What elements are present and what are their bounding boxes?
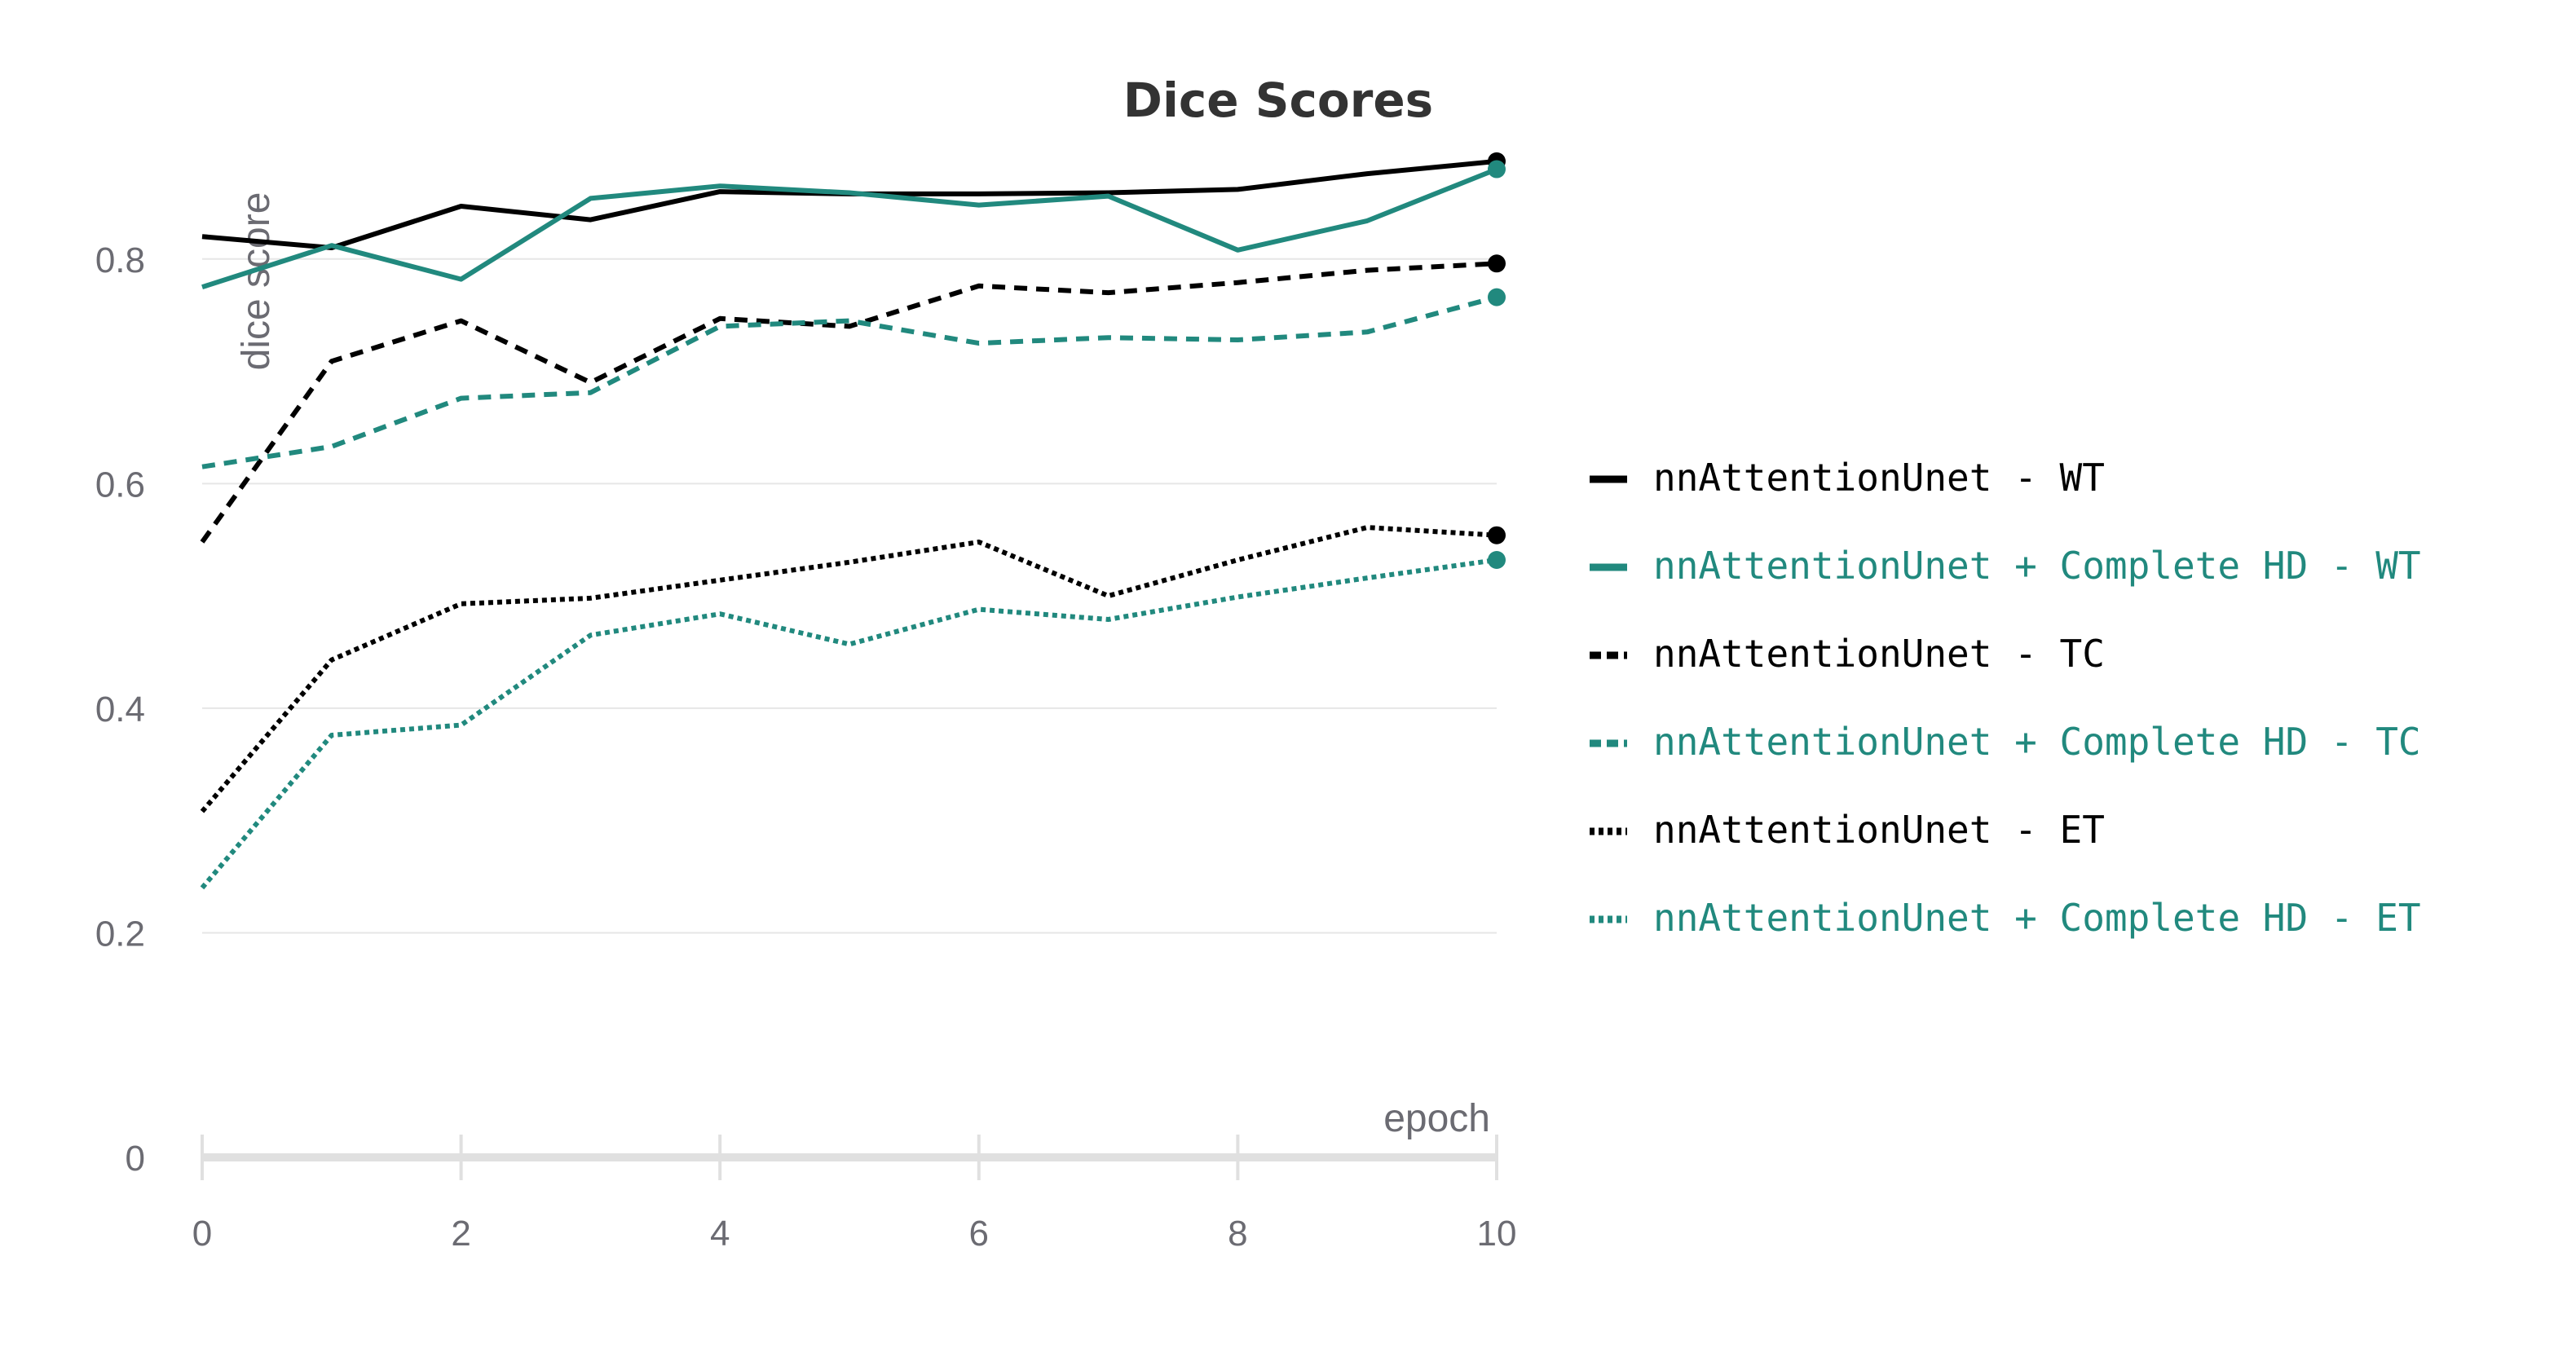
series-line-4 (201, 294, 1498, 469)
series-endpoint-3 (1488, 254, 1506, 273)
y-axis-label: dice score (235, 192, 278, 371)
grid-lines (202, 258, 1497, 934)
y-tick-label: 0.4 (95, 690, 145, 729)
y-tick-label: 0.2 (95, 914, 145, 954)
y-tick-label: 0.6 (95, 465, 145, 505)
series-line-6 (200, 558, 1498, 890)
x-tick-label: 4 (710, 1214, 730, 1254)
legend-label: nnAttentionUnet - ET (1653, 808, 2105, 852)
x-tick-label: 10 (1477, 1214, 1517, 1254)
y-tick-label: 0.8 (95, 240, 145, 280)
series-endpoint-6 (1488, 551, 1506, 570)
x-tick-label: 2 (451, 1214, 470, 1254)
series-line-2 (201, 166, 1498, 290)
legend-label: nnAttentionUnet + Complete HD - TC (1653, 720, 2421, 764)
series-lines (200, 152, 1506, 890)
x-tick-label: 6 (969, 1214, 989, 1254)
x-axis: 0 2 4 6 8 10 (192, 1135, 1517, 1254)
legend-label: nnAttentionUnet - TC (1653, 632, 2105, 676)
legend: nnAttentionUnet - WT nnAttentionUnet + Co… (1590, 456, 2421, 940)
series-line-5 (200, 525, 1498, 813)
legend-label: nnAttentionUnet + Complete HD - ET (1653, 896, 2421, 940)
legend-label: nnAttentionUnet - WT (1653, 456, 2105, 500)
series-endpoint-4 (1488, 288, 1506, 306)
legend-label: nnAttentionUnet + Complete HD - WT (1653, 544, 2421, 588)
x-tick-label: 8 (1228, 1214, 1247, 1254)
series-endpoint-5 (1488, 526, 1506, 544)
chart-title: Dice Scores (1123, 73, 1433, 128)
y-tick-label: 0 (126, 1139, 145, 1179)
x-tick-label: 0 (192, 1214, 212, 1254)
y-axis-ticks: 0 0.2 0.4 0.6 0.8 (95, 240, 145, 1179)
x-axis-label: epoch (1383, 1097, 1490, 1140)
series-endpoint-2 (1488, 160, 1506, 178)
series-line-3 (200, 261, 1498, 544)
